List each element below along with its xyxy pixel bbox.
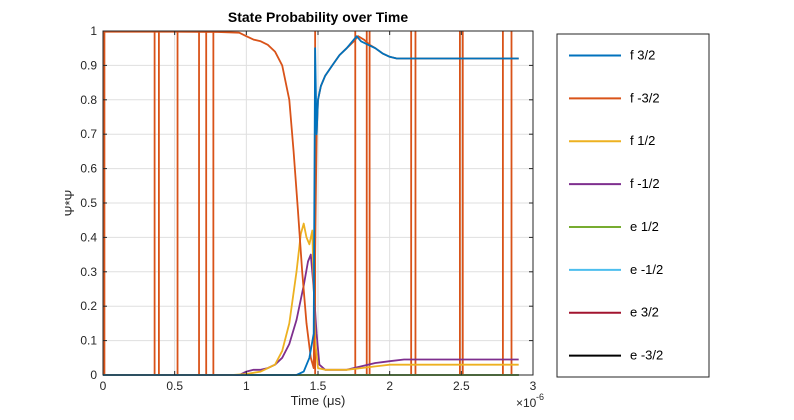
legend-item[interactable]: e 1/2	[569, 219, 659, 234]
tick-labels: 0 0.5 1 1.5 2 2.5 3 0 0.1 0.2 0.3 0.4 0.5 0.6 0.7 0.8 0.…	[80, 24, 536, 393]
legend-item[interactable]: e -3/2	[569, 348, 663, 363]
y-tick-label: 0	[90, 368, 97, 382]
plot-area: 0 0.5 1 1.5 2 2.5 3 0 0.1 0.2 0.3 0.4 0.5 0.6 0.7 0.8 0.…	[80, 24, 536, 393]
y-tick-label: 0.3	[80, 265, 97, 279]
x-axis-exponent: ×10 -6	[516, 392, 544, 410]
legend-item[interactable]: e -1/2	[569, 262, 663, 277]
legend-label: e -1/2	[630, 262, 663, 277]
legend-item[interactable]: e 3/2	[569, 305, 659, 320]
legend-label: f -1/2	[630, 176, 660, 191]
x-tick-label: 1	[243, 379, 250, 393]
legend-item[interactable]: f -3/2	[569, 90, 660, 105]
legend-label: e -3/2	[630, 348, 663, 363]
series-line-3	[103, 253, 519, 376]
legend-label: f -3/2	[630, 90, 660, 105]
x-axis-label: Time (μs)	[291, 393, 346, 408]
legend-box	[556, 33, 710, 378]
y-tick-label: 0.4	[80, 230, 97, 244]
legend[interactable]: f 3/2 f -3/2 f 1/2 f -1/2 e 1/2 e -1/2 e 3/2 e …	[556, 33, 710, 378]
x-tick-label: 0	[100, 379, 107, 393]
x-exponent-base: ×10	[516, 396, 537, 410]
y-axis-label: Ψ*Ψ	[62, 190, 77, 217]
y-tick-label: 0.5	[80, 196, 97, 210]
x-tick-label: 2	[386, 379, 393, 393]
y-tick-label: 0.1	[80, 334, 97, 348]
legend-label: f 3/2	[630, 47, 655, 62]
x-tick-label: 0.5	[166, 379, 183, 393]
legend-label: e 3/2	[630, 305, 659, 320]
y-tick-label: 0.7	[80, 127, 97, 141]
y-tick-label: 0.6	[80, 162, 97, 176]
y-axis-label-group: Ψ*Ψ	[62, 190, 77, 217]
legend-item[interactable]: f 3/2	[569, 47, 655, 62]
legend-label: f 1/2	[630, 133, 655, 148]
series-line-2	[103, 222, 519, 376]
x-tick-label: 3	[530, 379, 537, 393]
y-tick-label: 1	[90, 24, 97, 38]
legend-item[interactable]: f 1/2	[569, 133, 655, 148]
x-tick-label: 1.5	[310, 379, 327, 393]
x-tick-label: 2.5	[453, 379, 470, 393]
y-tick-label: 0.8	[80, 93, 97, 107]
y-tick-label: 0.9	[80, 58, 97, 72]
tick-marks	[102, 30, 534, 376]
x-exponent-power: -6	[536, 392, 544, 402]
legend-label: e 1/2	[630, 219, 659, 234]
series-line-0	[103, 35, 519, 376]
y-tick-label: 0.2	[80, 299, 97, 313]
legend-item[interactable]: f -1/2	[569, 176, 660, 191]
chart-title: State Probability over Time	[228, 9, 408, 25]
